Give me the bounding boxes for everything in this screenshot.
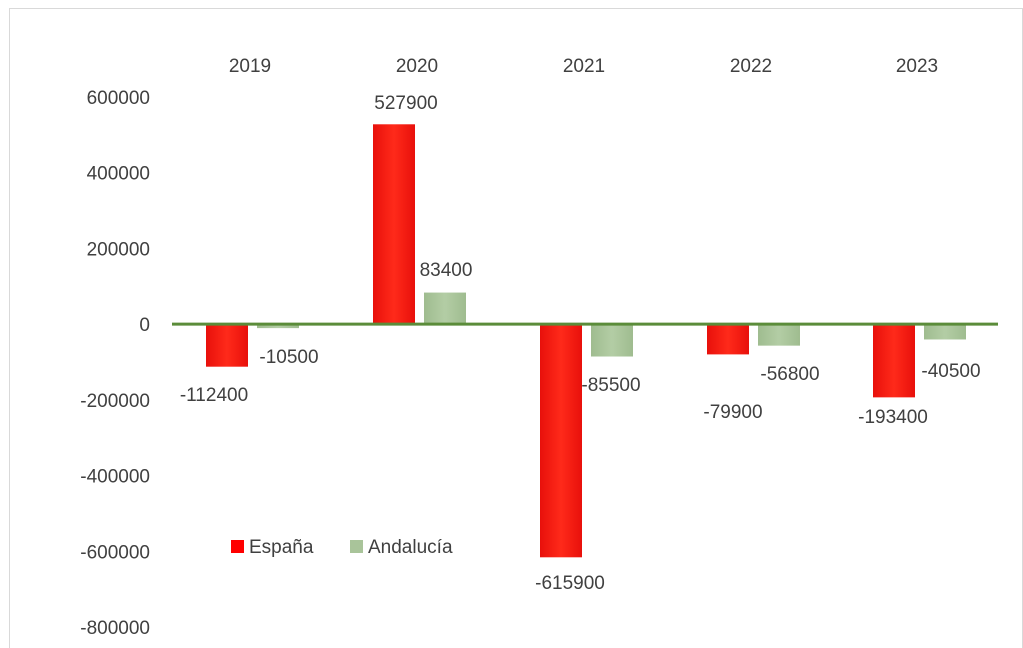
bar-andalucia-2019 [257,324,299,329]
y-tick-label: 0 [139,315,150,336]
y-tick-label: -800000 [80,618,150,639]
bar-andalucia-2022 [758,324,800,346]
legend-swatch-andalucia [350,540,363,553]
y-axis-tick-labels: 600000 400000 200000 0 -200000 -400000 -600000… [80,88,150,639]
category-label: 2023 [896,56,938,77]
y-tick-label: -600000 [80,542,150,563]
data-label-andalucia-2019: -10500 [259,347,318,368]
bar-espana-2019 [206,324,248,367]
data-label-andalucia-2021: -85500 [581,375,640,396]
bar-espana-2021 [540,324,582,558]
legend: España Andalucía [231,537,453,558]
data-label-andalucia-2022: -56800 [760,364,819,385]
legend-swatch-espana [231,540,244,553]
category-label: 2019 [229,56,271,77]
bar-espana-2023 [873,324,915,398]
data-label-andalucia-2020: 83400 [420,260,473,281]
legend-label-espana: España [249,537,314,558]
y-tick-label: 200000 [87,239,150,260]
data-label-espana-2023: -193400 [858,407,928,428]
bar-espana-2020 [373,124,415,325]
legend-label-andalucia: Andalucía [368,537,453,558]
data-label-espana-2019: -112400 [180,385,248,406]
x-axis-category-labels: 2019 2020 2021 2022 2023 [229,56,938,77]
bar-espana-2022 [707,324,749,355]
y-tick-label: 400000 [87,164,150,185]
bar-andalucia-2021 [591,324,633,357]
data-labels: -112400 527900 -615900 -79900 -193400 -10500 8… [180,93,981,594]
y-tick-label: -200000 [80,391,150,412]
bars [206,124,966,558]
bar-andalucia-2020 [424,292,466,325]
data-label-andalucia-2023: -40500 [921,361,980,382]
category-label: 2022 [730,56,772,77]
y-tick-label: -400000 [80,467,150,488]
bar-andalucia-2023 [924,324,966,340]
category-label: 2021 [563,56,605,77]
y-tick-label: 600000 [87,88,150,109]
data-label-espana-2020: 527900 [374,93,437,114]
data-label-espana-2022: -79900 [703,402,762,423]
data-label-espana-2021: -615900 [535,573,605,594]
category-label: 2020 [396,56,438,77]
